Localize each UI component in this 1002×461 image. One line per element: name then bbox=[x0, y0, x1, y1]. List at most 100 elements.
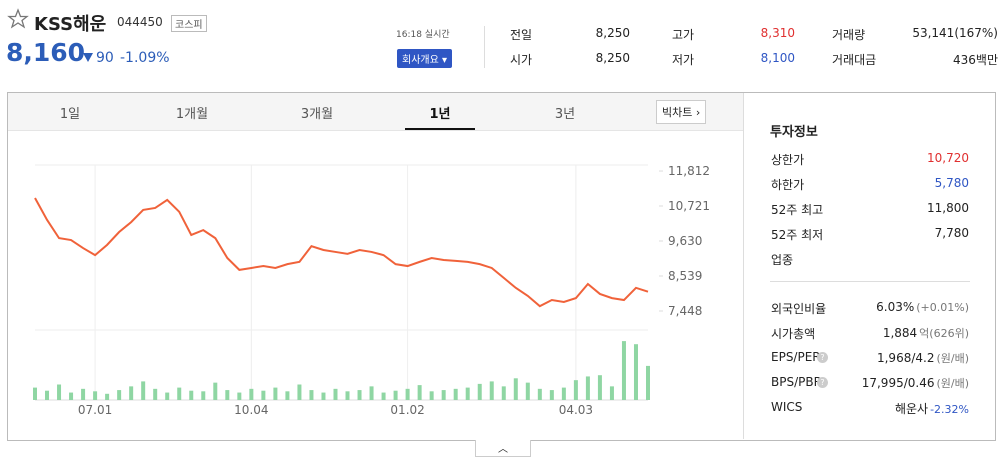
volume-bar bbox=[561, 387, 566, 400]
volume-bar bbox=[513, 378, 518, 400]
quote-value: 436백만 bbox=[953, 53, 998, 67]
invest-label: 52주 최고 bbox=[771, 203, 824, 217]
change-pct: -1.09% bbox=[120, 50, 170, 66]
volume-bar bbox=[646, 365, 650, 400]
invest-label: WICS bbox=[771, 400, 803, 414]
invest-sub: 억(626위) bbox=[919, 327, 969, 340]
x-tick-label: 10.04 bbox=[234, 403, 268, 417]
volume-bar bbox=[81, 388, 86, 400]
divider bbox=[770, 281, 970, 282]
invest-label: BPS/PBR bbox=[771, 375, 822, 389]
volume-bar bbox=[273, 387, 278, 400]
chart: 11,812 10,721 9,630 8,539 7,448 07.01 10.04 01.… bbox=[33, 164, 710, 417]
volume-bar bbox=[297, 384, 302, 400]
invest-label: 외국인비율 bbox=[771, 302, 827, 316]
volume-bar bbox=[69, 392, 74, 400]
volume-bar bbox=[189, 390, 194, 400]
down-arrow bbox=[83, 53, 93, 62]
invest-value: 17,995/0.46 bbox=[861, 376, 935, 390]
volume-bar bbox=[333, 388, 338, 400]
volume-bar bbox=[261, 390, 266, 400]
invest-panel bbox=[743, 93, 996, 439]
volume-bar bbox=[225, 390, 230, 400]
quote-value: 8,310 bbox=[760, 26, 795, 40]
volume-bar bbox=[381, 392, 386, 400]
invest-value: 6.03% bbox=[876, 300, 915, 314]
y-tick-label: 10,721 bbox=[668, 199, 710, 213]
tab[interactable]: 1개월 bbox=[175, 107, 209, 122]
volume-bar bbox=[33, 387, 37, 400]
quote-value: 53,141(167%) bbox=[912, 26, 998, 40]
big-chart-label[interactable]: 빅차트 bbox=[662, 106, 693, 119]
tab[interactable]: 3년 bbox=[554, 107, 576, 122]
invest-value-box: 1,884 억(626위) bbox=[883, 325, 969, 341]
invest-value-box: 해운사 -2.32% bbox=[895, 400, 969, 417]
invest-sub: (원/배) bbox=[936, 377, 969, 390]
volume-bar bbox=[489, 381, 494, 400]
quote-label: 거래대금 bbox=[832, 53, 877, 67]
invest-value: 해운사 bbox=[894, 402, 929, 416]
help-icon: ? bbox=[817, 377, 828, 388]
invest-title: 투자정보 bbox=[770, 125, 818, 140]
y-tick-label: 9,630 bbox=[668, 234, 702, 248]
volume-bar bbox=[537, 388, 542, 400]
separator bbox=[484, 26, 485, 68]
invest-value: 1,968/4.2 bbox=[876, 351, 935, 365]
volume-bar bbox=[45, 390, 50, 400]
price: 8,160 bbox=[6, 38, 86, 67]
volume-bar bbox=[573, 380, 578, 400]
volume-bar bbox=[285, 391, 290, 400]
invest-label: 52주 최저 bbox=[771, 228, 824, 242]
x-tick-label: 01.02 bbox=[390, 403, 424, 417]
invest-label: 시가총액 bbox=[771, 327, 816, 341]
x-tick-label: 04.03 bbox=[559, 403, 593, 417]
quote-label: 시가 bbox=[510, 53, 533, 67]
volume-bar bbox=[177, 387, 182, 400]
tab[interactable]: 1년 bbox=[429, 107, 451, 122]
tab-underline bbox=[405, 128, 475, 130]
volume-bar bbox=[597, 375, 602, 400]
big-chart-button[interactable]: 빅차트 › bbox=[656, 100, 707, 124]
tab[interactable]: 1일 bbox=[59, 107, 81, 122]
volume-bar bbox=[201, 391, 206, 400]
quote-value: 8,250 bbox=[595, 51, 630, 65]
volume-bar bbox=[453, 388, 458, 400]
volume-bar bbox=[465, 387, 470, 400]
invest-value: 1,884 bbox=[882, 326, 918, 340]
tab[interactable]: 3개월 bbox=[300, 107, 334, 122]
volume-bar bbox=[405, 388, 410, 400]
volume-bar bbox=[441, 390, 446, 400]
collapse-toggle[interactable]: ︿ bbox=[475, 440, 531, 457]
volume-bar bbox=[585, 376, 590, 400]
volume-bar bbox=[633, 344, 638, 400]
y-tick-label: 7,448 bbox=[668, 304, 702, 318]
invest-value-box: 6.03% (+0.01%) bbox=[876, 300, 969, 314]
volume-bar bbox=[213, 382, 218, 400]
volume-bar bbox=[525, 382, 530, 400]
invest-value-box: 1,968/4.2 (원/배) bbox=[877, 350, 969, 366]
invest-value: 10,720 bbox=[927, 151, 969, 165]
invest-sub: (+0.01%) bbox=[916, 301, 969, 314]
quote-value: 8,250 bbox=[595, 26, 630, 40]
volume-bar bbox=[549, 390, 554, 400]
volume-bar bbox=[501, 386, 506, 400]
volume-bar bbox=[249, 388, 254, 400]
volume-bar bbox=[321, 392, 326, 400]
volume-bar bbox=[309, 390, 314, 400]
volume-bar bbox=[165, 392, 170, 400]
volume-bar bbox=[105, 393, 110, 400]
quote-label: 저가 bbox=[672, 53, 695, 67]
quote-label: 고가 bbox=[672, 28, 695, 42]
help-icon: ? bbox=[817, 352, 828, 363]
volume-bar bbox=[417, 385, 422, 400]
x-tick-label: 07.01 bbox=[78, 403, 112, 417]
market-badge: 코스피 bbox=[171, 15, 207, 32]
company-button-label[interactable]: 회사개요 bbox=[402, 55, 439, 66]
invest-label: EPS/PER bbox=[771, 350, 821, 364]
time: 16:18 실시간 bbox=[396, 30, 450, 40]
star-icon[interactable] bbox=[7, 8, 29, 30]
company-button[interactable]: 회사개요 ▾ bbox=[397, 49, 453, 68]
volume-bar bbox=[153, 388, 158, 400]
invest-value: 5,780 bbox=[934, 176, 969, 190]
tab-bar bbox=[8, 93, 743, 131]
